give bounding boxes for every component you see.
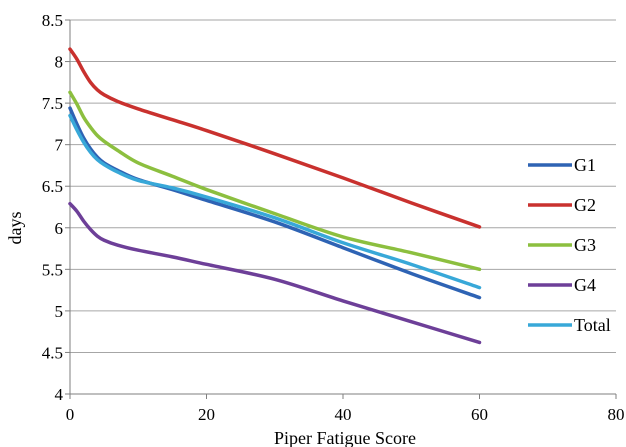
x-tick-label: 60	[471, 405, 488, 424]
y-tick-label: 5.5	[42, 260, 63, 279]
y-tick-label: 6	[55, 219, 64, 238]
y-axis-title: days	[5, 212, 25, 245]
legend: G1 G2 G3 G4 Total	[528, 155, 611, 335]
legend-label-total: Total	[574, 315, 611, 335]
x-axis-title: Piper Fatigue Score	[274, 428, 416, 447]
y-tick-label: 8.5	[42, 11, 63, 30]
y-tick-label: 4	[55, 385, 64, 404]
y-tick-label: 5	[55, 302, 64, 321]
x-tick-label: 40	[335, 405, 352, 424]
y-tick-label: 8	[55, 53, 64, 72]
y-tick-label: 4.5	[42, 343, 63, 362]
legend-label-g4: G4	[574, 275, 596, 295]
legend-label-g3: G3	[574, 235, 596, 255]
y-tick-label: 7	[55, 136, 64, 155]
legend-label-g1: G1	[574, 155, 596, 175]
series-lines	[68, 47, 482, 345]
series-line-g4	[68, 201, 482, 345]
x-tick-labels: 0 20 40 60 80	[66, 405, 625, 424]
x-tick-label: 0	[66, 405, 75, 424]
x-tick-label: 80	[608, 405, 625, 424]
series-line-g2	[68, 47, 482, 229]
y-tick-label: 7.5	[42, 94, 63, 113]
legend-label-g2: G2	[574, 195, 596, 215]
axes	[65, 19, 617, 399]
series-line-g3	[68, 90, 482, 272]
x-tick-label: 20	[198, 405, 215, 424]
series-line-total	[68, 113, 482, 290]
y-tick-labels: 4 4.5 5 5.5 6 6.5 7 7.5 8 8.5	[42, 11, 64, 404]
y-tick-label: 6.5	[42, 177, 63, 196]
